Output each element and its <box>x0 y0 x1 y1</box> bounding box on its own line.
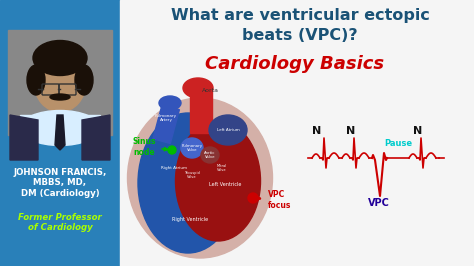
Text: Pulmonary
Artery: Pulmonary Artery <box>155 114 177 122</box>
Text: Former Professor
of Cardiology: Former Professor of Cardiology <box>18 213 102 232</box>
Text: Tricuspid
Valve: Tricuspid Valve <box>184 171 200 179</box>
Text: Sinus
node: Sinus node <box>133 137 167 157</box>
Text: Right Atrium: Right Atrium <box>161 166 187 170</box>
Ellipse shape <box>201 147 219 163</box>
Bar <box>0 0 120 266</box>
Text: VPC: VPC <box>368 198 390 208</box>
Bar <box>120 0 474 266</box>
Bar <box>190 88 212 133</box>
Text: Aortic
Valve: Aortic Valve <box>204 151 216 159</box>
Text: JOHNSON FRANCIS,
MBBS, MD,
DM (Cardiology): JOHNSON FRANCIS, MBBS, MD, DM (Cardiolog… <box>13 168 107 198</box>
Text: Left Ventricle: Left Ventricle <box>209 182 241 188</box>
Ellipse shape <box>75 65 93 95</box>
Text: N: N <box>413 126 423 136</box>
Text: What are ventricular ectopic: What are ventricular ectopic <box>171 8 429 23</box>
Ellipse shape <box>128 98 273 258</box>
Text: Aorta: Aorta <box>201 88 219 93</box>
Bar <box>52 100 68 118</box>
Ellipse shape <box>20 110 100 146</box>
Polygon shape <box>55 115 65 150</box>
Text: VPC
focus: VPC focus <box>256 190 292 210</box>
Ellipse shape <box>181 138 203 158</box>
Text: Mitral
Valve: Mitral Valve <box>217 164 227 172</box>
Ellipse shape <box>175 121 261 241</box>
Ellipse shape <box>209 115 247 145</box>
Text: N: N <box>312 126 322 136</box>
Ellipse shape <box>183 78 213 98</box>
Text: Pulmonary
Valve: Pulmonary Valve <box>182 144 202 152</box>
Text: N: N <box>346 126 356 136</box>
Text: Cardiology Basics: Cardiology Basics <box>205 55 384 73</box>
Text: Left Atrium: Left Atrium <box>217 128 239 132</box>
Bar <box>8 30 112 135</box>
Polygon shape <box>10 115 38 160</box>
Circle shape <box>168 146 176 154</box>
Polygon shape <box>82 115 110 160</box>
Text: Pause: Pause <box>384 139 412 148</box>
Bar <box>20 115 100 140</box>
Ellipse shape <box>138 113 238 253</box>
Ellipse shape <box>33 40 87 76</box>
Ellipse shape <box>27 65 45 95</box>
Circle shape <box>248 193 258 203</box>
Ellipse shape <box>50 94 70 100</box>
Text: Right Ventricle: Right Ventricle <box>172 218 208 222</box>
Ellipse shape <box>159 96 181 110</box>
Text: beats (VPC)?: beats (VPC)? <box>242 28 358 43</box>
Ellipse shape <box>34 52 86 112</box>
Bar <box>153 105 179 143</box>
